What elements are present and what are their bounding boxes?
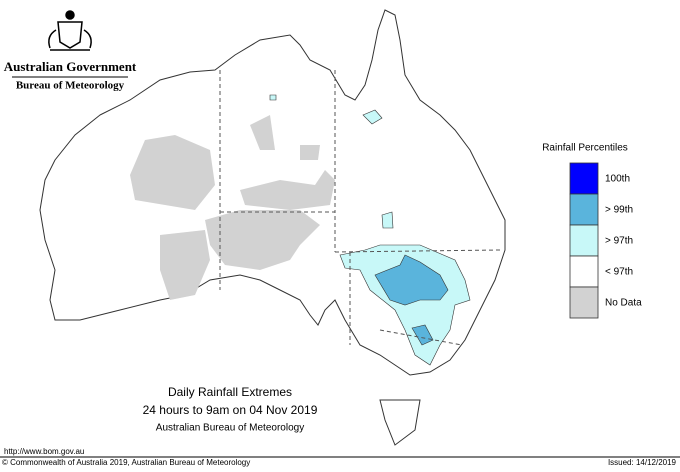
legend-swatch [569,255,599,288]
rain-99th-south [411,324,434,346]
crest [48,10,92,51]
footer-issued: Issued: 14/12/2019 [608,458,677,467]
legend: Rainfall Percentiles 100th > 99th > 97th < … [542,143,642,319]
legend-swatch [569,224,599,257]
legend-label: > 97th [605,236,633,247]
rain-97th-north [362,109,383,125]
footer-copyright: © Commonwealth of Australia 2019, Austra… [2,458,250,467]
rain-97th-east [381,211,394,229]
caption-source: Australian Bureau of Meteorology [156,423,304,434]
legend-swatch [569,193,599,226]
rain-99th [374,254,449,306]
legend-label: > 99th [605,205,633,216]
government-name: Australian Government [4,59,137,74]
legend-label: < 97th [605,267,633,278]
tasmania [379,399,421,446]
footer-url: http://www.bom.gov.au [4,447,84,456]
rain-97th-top [269,94,277,101]
legend-title: Rainfall Percentiles [542,143,628,154]
bureau-name: Bureau of Meteorology [16,80,125,92]
legend-label: No Data [605,298,642,309]
legend-swatch [569,162,599,195]
caption-period: 24 hours to 9am on 04 Nov 2019 [143,403,318,417]
legend-swatch [569,286,599,319]
state-borders [219,70,501,346]
no-data-areas [130,115,335,300]
map [39,9,506,446]
legend-label: 100th [605,174,630,185]
caption-title: Daily Rainfall Extremes [168,385,292,399]
